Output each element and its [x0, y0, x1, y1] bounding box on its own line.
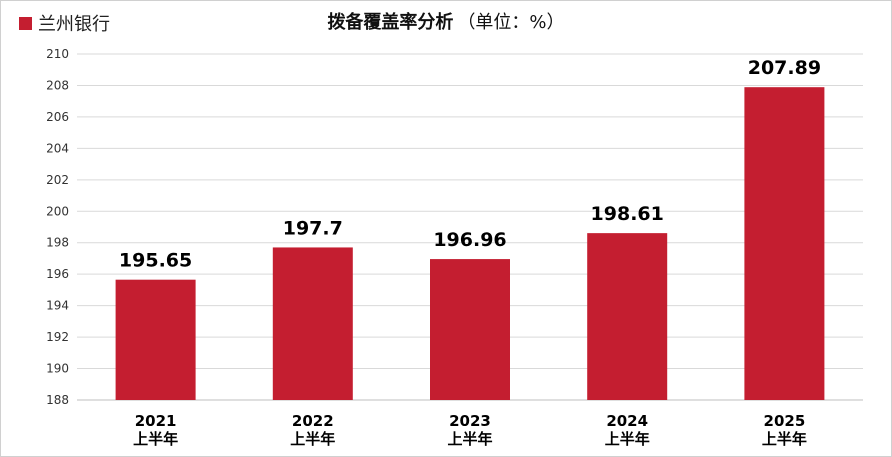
x-tick-label-year: 2023: [449, 412, 491, 430]
x-tick-label-period: 上半年: [762, 430, 807, 448]
y-tick-label: 200: [46, 204, 69, 218]
x-tick-label-year: 2022: [292, 412, 334, 430]
bar: [744, 87, 825, 401]
y-tick-label: 192: [46, 330, 69, 344]
data-label: 197.7: [283, 217, 343, 239]
data-label: 196.96: [433, 229, 506, 251]
y-tick-label: 210: [46, 47, 69, 61]
y-tick-label: 204: [46, 141, 69, 155]
x-tick-label-period: 上半年: [290, 430, 335, 448]
legend: 兰州银行: [19, 9, 110, 37]
data-label: 207.89: [748, 57, 821, 79]
y-tick-label: 194: [46, 299, 69, 313]
bar: [272, 247, 353, 400]
bar: [115, 279, 196, 400]
legend-swatch: [19, 16, 32, 30]
x-tick-label-year: 2021: [135, 412, 177, 430]
y-tick-label: 206: [46, 110, 69, 124]
y-tick-label: 198: [46, 236, 69, 250]
legend-label: 兰州银行: [38, 14, 110, 35]
y-tick-label: 208: [46, 78, 69, 92]
y-tick-label: 196: [46, 267, 69, 281]
chart-title: 拨备覆盖率分析 （单位：%）: [1, 9, 891, 37]
x-tick-label-period: 上半年: [447, 430, 492, 448]
chart-title-unit: （单位：%）: [457, 12, 565, 33]
x-tick-label-period: 上半年: [605, 430, 650, 448]
x-tick-label-year: 2025: [764, 412, 806, 430]
data-label: 198.61: [591, 203, 664, 225]
y-tick-label: 188: [46, 393, 69, 407]
bar: [587, 233, 668, 400]
chart-title-main: 拨备覆盖率分析: [327, 12, 454, 33]
y-tick-label: 202: [46, 173, 69, 187]
data-label: 195.65: [119, 250, 192, 272]
y-tick-label: 190: [46, 362, 69, 376]
x-tick-label-period: 上半年: [133, 430, 178, 448]
x-tick-label-year: 2024: [606, 412, 648, 430]
bar: [430, 259, 510, 400]
